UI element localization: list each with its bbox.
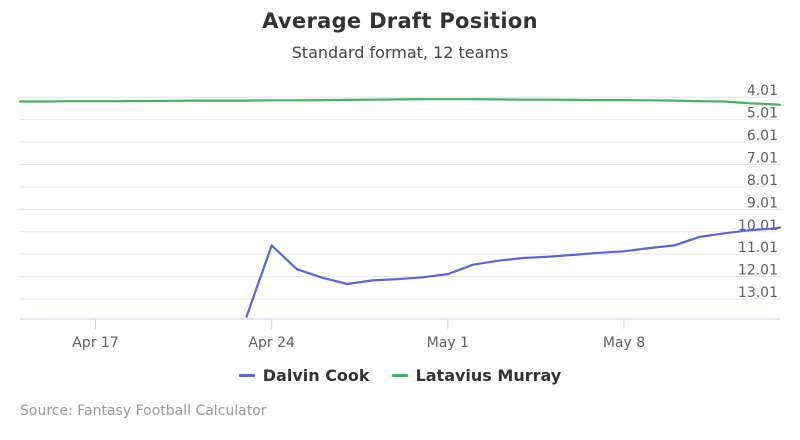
y-tick-label: 4.01: [747, 83, 778, 99]
series-line-dalvin-cook[interactable]: [245, 226, 782, 318]
y-tick-label: 5.01: [747, 106, 778, 122]
legend-item-latavius-murray[interactable]: Latavius Murray: [391, 366, 562, 385]
legend: Dalvin Cook Latavius Murray: [0, 366, 800, 385]
x-tick-label: Apr 17: [72, 335, 118, 351]
legend-swatch-latavius-murray: [391, 374, 408, 377]
series-group: [18, 98, 782, 318]
y-tick-label: 12.01: [738, 263, 778, 279]
chart-title: Average Draft Position: [262, 9, 538, 33]
x-tick-label: May 1: [427, 335, 469, 351]
x-axis-ticks: Apr 17 Apr 24 May 1 May 8: [72, 319, 645, 351]
y-tick-label: 6.01: [747, 128, 778, 144]
y-tick-label: 13.01: [738, 285, 778, 301]
chart-subtitle: Standard format, 12 teams: [291, 43, 509, 62]
legend-label-latavius-murray: Latavius Murray: [415, 366, 562, 385]
legend-label-dalvin-cook: Dalvin Cook: [262, 366, 370, 385]
y-tick-label: 7.01: [747, 150, 778, 166]
y-tick-label: 9.01: [747, 195, 778, 211]
series-line-latavius-murray[interactable]: [18, 98, 782, 106]
y-tick-label: 11.01: [738, 240, 778, 256]
adp-line-chart: 4.015.016.017.018.019.0110.0111.0112.011…: [18, 83, 782, 351]
source-credit: Source: Fantasy Football Calculator: [20, 403, 267, 419]
legend-item-dalvin-cook[interactable]: Dalvin Cook: [238, 366, 370, 385]
x-tick-label: Apr 24: [248, 335, 295, 351]
x-tick-label: May 8: [603, 335, 645, 351]
gridlines: [20, 96, 780, 300]
legend-swatch-dalvin-cook: [238, 374, 255, 377]
y-axis-labels: 4.015.016.017.018.019.0110.0111.0112.011…: [738, 83, 778, 301]
y-tick-label: 8.01: [747, 173, 778, 189]
